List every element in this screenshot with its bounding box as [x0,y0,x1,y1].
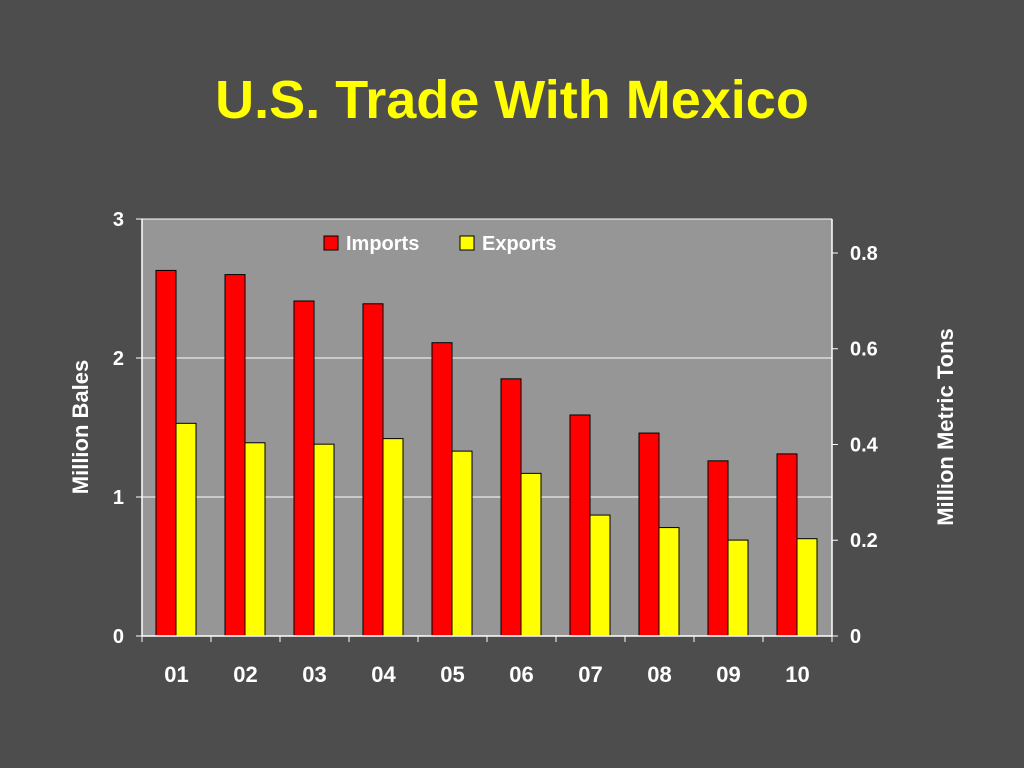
exports-bar [382,438,404,637]
legend-label-exports: Exports [482,233,556,255]
imports-bar [776,453,798,637]
y2-axis-label: Million Metric Tons [933,328,958,526]
x-tick-label: 04 [371,662,396,687]
exports-bar [244,442,266,637]
legend-swatch-exports [459,235,475,251]
y2-tick-label: 0.8 [850,243,878,265]
x-tick-label: 05 [440,662,464,687]
x-tick-label: 07 [578,662,602,687]
imports-bar [224,274,246,637]
y2-tick-label: 0.6 [850,339,878,361]
imports-bar [707,460,729,637]
y-axis-label: Million Bales [68,360,93,494]
exports-bar [796,538,818,637]
exports-bar [658,527,680,637]
exports-bar [175,422,197,637]
x-tick-label: 01 [164,662,188,687]
imports-bar [638,432,660,637]
y2-tick-label: 0 [850,626,861,648]
x-tick-label: 06 [509,662,533,687]
y2-tick-label: 0.2 [850,530,878,552]
imports-bar [500,378,522,637]
y-axis-ticks: 0 1 2 3 [113,209,142,648]
imports-bar [431,342,453,637]
bars [155,269,818,637]
y-tick-label: 0 [113,626,124,648]
imports-bar [362,303,384,637]
slide-title: U.S. Trade With Mexico [215,70,809,130]
y-tick-label: 2 [113,348,124,370]
y2-tick-label: 0.4 [850,434,879,456]
legend: Imports Exports [323,233,556,255]
y-tick-label: 3 [113,209,124,231]
y2-axis-ticks: 0 0.2 0.4 0.6 0.8 [832,243,879,648]
exports-bar [589,514,611,637]
imports-bar [569,414,591,637]
legend-label-imports: Imports [346,233,419,255]
x-tick-label: 10 [785,662,809,687]
exports-bar [727,539,749,637]
x-tick-label: 02 [233,662,257,687]
imports-bar [155,269,177,637]
x-tick-label: 09 [716,662,740,687]
legend-swatch-imports [323,235,339,251]
x-tick-label: 08 [647,662,671,687]
exports-bar [520,472,542,637]
x-tick-label: 03 [302,662,326,687]
exports-bar [451,450,473,637]
imports-bar [293,300,315,637]
exports-bar [313,443,335,637]
y-tick-label: 1 [113,487,124,509]
x-axis-ticks: 01 02 03 04 05 06 07 08 09 10 [141,636,833,687]
